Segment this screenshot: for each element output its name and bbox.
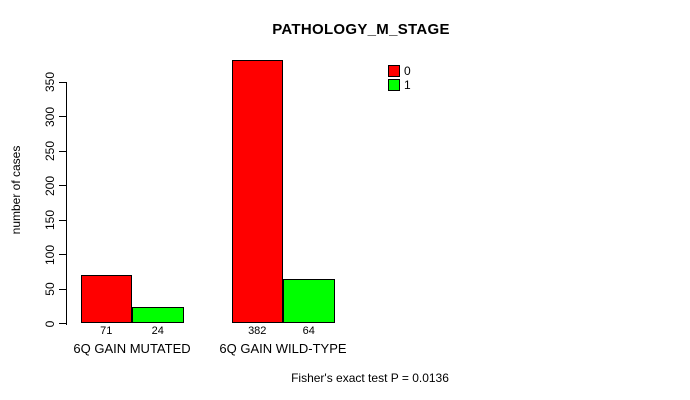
y-tick	[59, 288, 66, 290]
legend-swatch-icon	[388, 65, 400, 77]
y-tick	[59, 150, 66, 152]
bar-count-label: 24	[151, 325, 164, 337]
y-tick-label: 250	[43, 140, 57, 162]
y-tick	[59, 116, 66, 117]
bar-1-group0	[132, 306, 184, 324]
category-label: 6Q GAIN MUTATED	[73, 341, 191, 356]
y-tick-label: 0	[43, 320, 57, 327]
legend-row: 1	[388, 78, 411, 92]
bar-0-group0	[80, 274, 132, 324]
y-tick-label: 350	[43, 71, 57, 93]
chart-title: PATHOLOGY_M_STAGE	[272, 21, 450, 38]
y-axis-line	[66, 82, 67, 325]
fisher-test-annotation: Fisher's exact test P = 0.0136	[291, 371, 449, 385]
y-tick	[59, 81, 66, 83]
legend-swatch-icon	[388, 79, 400, 91]
bar-count-label: 382	[248, 325, 267, 337]
bar-1-group1	[283, 279, 335, 324]
bar-count-label: 71	[100, 325, 113, 337]
legend-row: 0	[388, 64, 411, 78]
y-tick-label: 300	[43, 106, 57, 127]
y-tick-label: 200	[43, 175, 57, 196]
legend-label: 0	[404, 64, 411, 78]
y-tick-label: 100	[43, 244, 57, 265]
y-axis-label: number of cases	[9, 145, 23, 235]
y-tick-label: 150	[43, 209, 57, 231]
bar-count-label: 64	[302, 325, 315, 337]
y-tick	[59, 185, 66, 186]
y-tick	[59, 323, 66, 324]
y-tick	[59, 219, 66, 221]
legend-label: 1	[404, 78, 411, 92]
y-tick	[59, 254, 66, 255]
y-tick-label: 50	[43, 282, 57, 296]
category-label: 6Q GAIN WILD-TYPE	[219, 341, 347, 356]
bar-0-group1	[231, 59, 283, 324]
